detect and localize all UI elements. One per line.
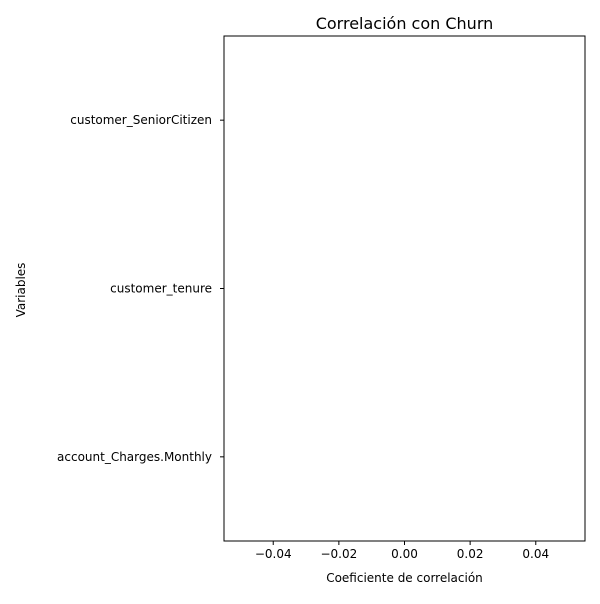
y-axis-ticks: customer_SeniorCitizen customer_tenureacc… — [57, 113, 224, 464]
chart-title: Correlación con Churn — [316, 14, 494, 33]
y-tick-label: account_Charges.Monthly — [57, 450, 212, 464]
x-tick-label: 0.02 — [457, 547, 484, 561]
x-tick-label: −0.02 — [320, 547, 357, 561]
y-tick-label: customer_SeniorCitizen — [70, 113, 212, 127]
x-tick-label: −0.04 — [255, 547, 292, 561]
x-axis-ticks: −0.04 −0.02 0.00 0.02 0.04 — [255, 541, 549, 561]
y-tick-label: customer_tenure — [110, 282, 212, 296]
y-axis-label: Variables — [14, 263, 28, 318]
x-tick-label: 0.00 — [391, 547, 418, 561]
x-tick-label: 0.04 — [522, 547, 549, 561]
x-axis-label: Coeficiente de correlación — [326, 571, 483, 585]
